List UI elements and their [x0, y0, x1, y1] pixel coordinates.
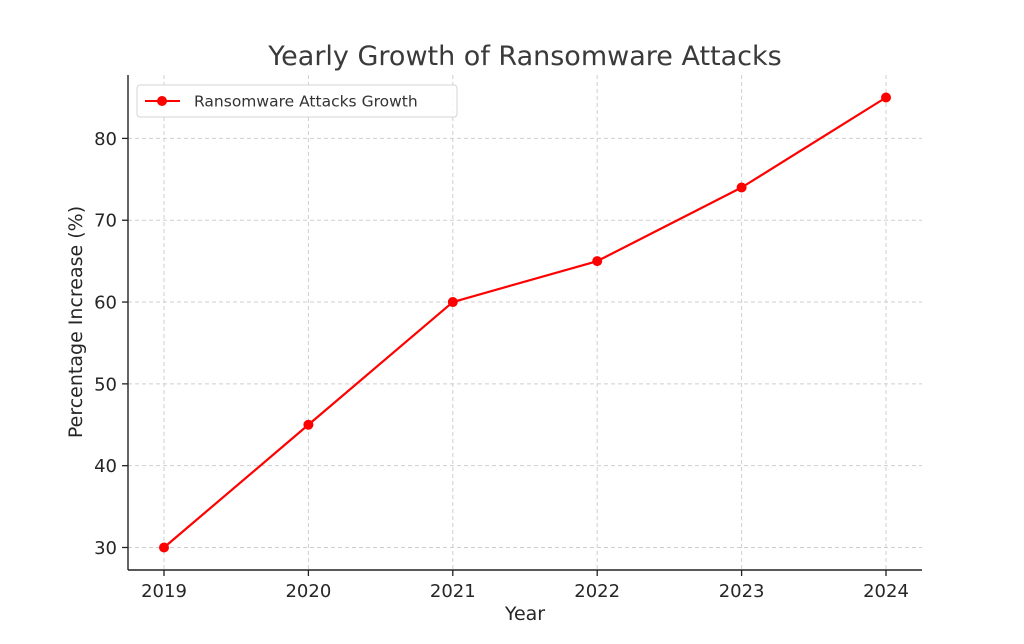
- x-axis-label: Year: [504, 603, 545, 625]
- legend: Ransomware Attacks Growth: [136, 84, 458, 118]
- data-point: [736, 182, 747, 193]
- legend-label: Ransomware Attacks Growth: [194, 93, 418, 111]
- data-point: [159, 542, 169, 553]
- data-point: [592, 256, 603, 267]
- series-layer: [159, 92, 891, 553]
- y-axis-label: Percentage Increase (%): [65, 206, 87, 438]
- y-tick-label: 50: [94, 374, 117, 395]
- data-point: [881, 92, 891, 103]
- x-tick-label: 2023: [719, 581, 765, 602]
- x-tick-label: 2020: [285, 581, 331, 602]
- legend-marker-swatch: [157, 96, 167, 106]
- legend-frame: [136, 84, 458, 118]
- y-tick-label: 40: [94, 456, 117, 477]
- x-tick-label: 2021: [430, 581, 476, 602]
- grid: [128, 75, 922, 570]
- y-tick-label: 60: [94, 293, 117, 314]
- x-tick-label: 2022: [574, 581, 620, 602]
- data-point: [303, 419, 314, 430]
- y-tick-label: 30: [94, 538, 117, 559]
- series-line: [162, 96, 888, 549]
- x-tick-label: 2019: [141, 581, 187, 602]
- y-tick-label: 80: [94, 129, 117, 150]
- chart-title: Yearly Growth of Ransomware Attacks: [267, 41, 781, 72]
- x-tick-label: 2024: [863, 581, 909, 602]
- ticks: 2019 2020 2021 2022 2023 2024 30 40 50 60 70 80: [94, 129, 909, 602]
- axes: [127, 75, 922, 571]
- y-tick-label: 70: [94, 211, 117, 232]
- data-point: [447, 297, 458, 308]
